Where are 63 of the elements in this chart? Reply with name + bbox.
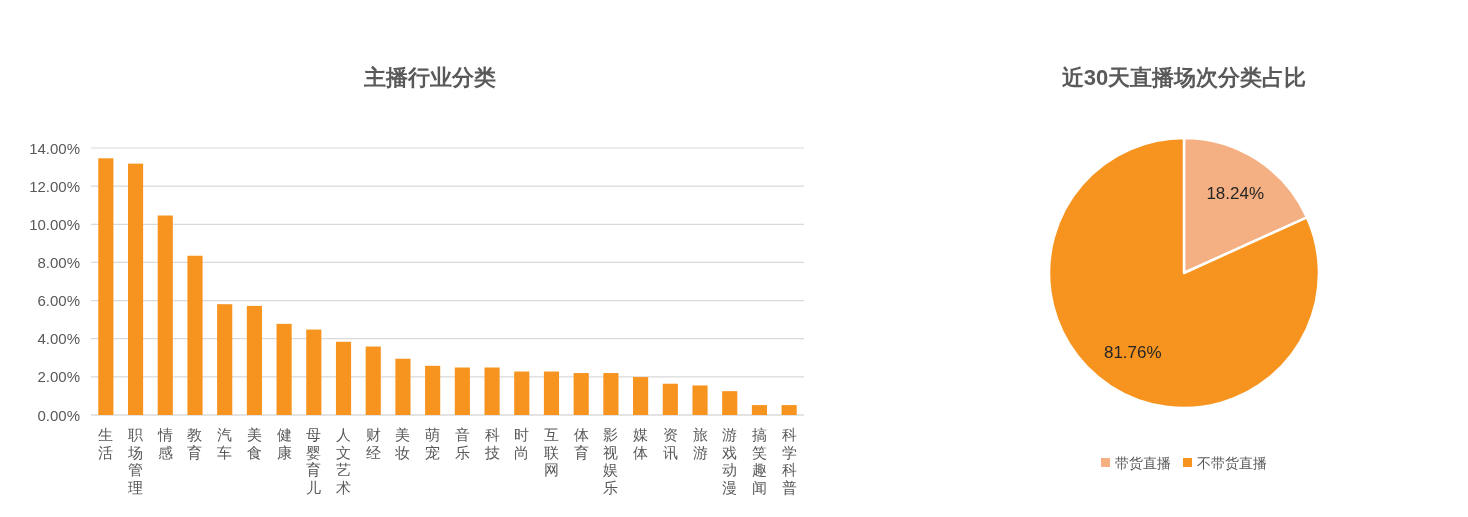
legend-label: 不带货直播 [1197, 455, 1267, 471]
bar [484, 367, 500, 415]
x-tick-label: 美妆 [395, 426, 411, 461]
x-tick-label: 汽车 [217, 426, 233, 461]
bar [514, 371, 530, 415]
bar [692, 385, 708, 415]
y-tick-label: 0.00% [37, 406, 80, 424]
data-label: 81.76% [1103, 342, 1162, 362]
bar [751, 405, 768, 415]
x-tick-label: 美食 [246, 426, 262, 461]
data-label: 18.24% [1206, 184, 1265, 204]
x-tick-label: 母婴育儿 [306, 426, 322, 496]
x-tick-label: 搞笑趣闻 [751, 426, 767, 496]
x-tick-label: 科技 [483, 426, 500, 461]
bar [276, 323, 292, 415]
x-tick-label: 媒体 [633, 426, 649, 461]
bar [395, 358, 411, 415]
y-tick-label: 6.00% [37, 292, 80, 310]
bar [157, 215, 173, 415]
bar [187, 255, 203, 415]
bar [603, 373, 619, 415]
x-tick-label: 财经 [365, 426, 381, 461]
bar [98, 158, 114, 415]
legend-label: 带货直播 [1115, 455, 1171, 471]
x-tick-label: 科学科普 [781, 426, 797, 496]
bar [662, 383, 678, 415]
y-tick-label: 14.00% [29, 139, 80, 157]
y-tick-label: 10.00% [29, 215, 80, 233]
x-tick-label: 职场管理 [127, 426, 144, 496]
x-tick-label: 生活 [98, 426, 114, 461]
y-tick-label: 4.00% [37, 330, 80, 348]
pie-slice [1047, 136, 1321, 410]
bar [425, 365, 441, 415]
bar [722, 391, 738, 415]
x-tick-label: 体育 [573, 426, 589, 461]
x-tick-label: 人文艺术 [336, 426, 352, 496]
bar [306, 329, 322, 415]
bar [246, 305, 262, 415]
bar [335, 341, 352, 415]
x-tick-label: 时尚 [514, 426, 530, 461]
x-tick-label: 萌宠 [425, 426, 441, 461]
y-tick-label: 12.00% [29, 177, 80, 195]
bar [217, 304, 233, 415]
x-tick-label: 互联网 [543, 426, 559, 478]
bar [573, 373, 589, 415]
x-tick-label: 音乐 [454, 426, 470, 461]
y-tick-label: 8.00% [37, 253, 80, 271]
y-tick-label: 2.00% [37, 368, 80, 386]
bar [543, 371, 560, 415]
x-tick-label: 影视娱乐 [603, 426, 619, 496]
x-tick-label: 资讯 [662, 426, 678, 461]
bar [365, 346, 381, 415]
chart-title: 主播行业分类 [363, 65, 496, 90]
x-tick-label: 游戏动漫 [722, 426, 738, 496]
bar [633, 377, 649, 415]
chart-title: 近30天直播场次分类占比 [1060, 65, 1307, 90]
x-tick-label: 教育 [187, 426, 203, 461]
x-tick-label: 旅游 [692, 426, 708, 461]
bar [454, 367, 470, 415]
x-tick-label: 健康 [276, 426, 292, 461]
bar [127, 163, 144, 415]
bar [781, 405, 797, 415]
x-tick-label: 情感 [156, 426, 173, 461]
